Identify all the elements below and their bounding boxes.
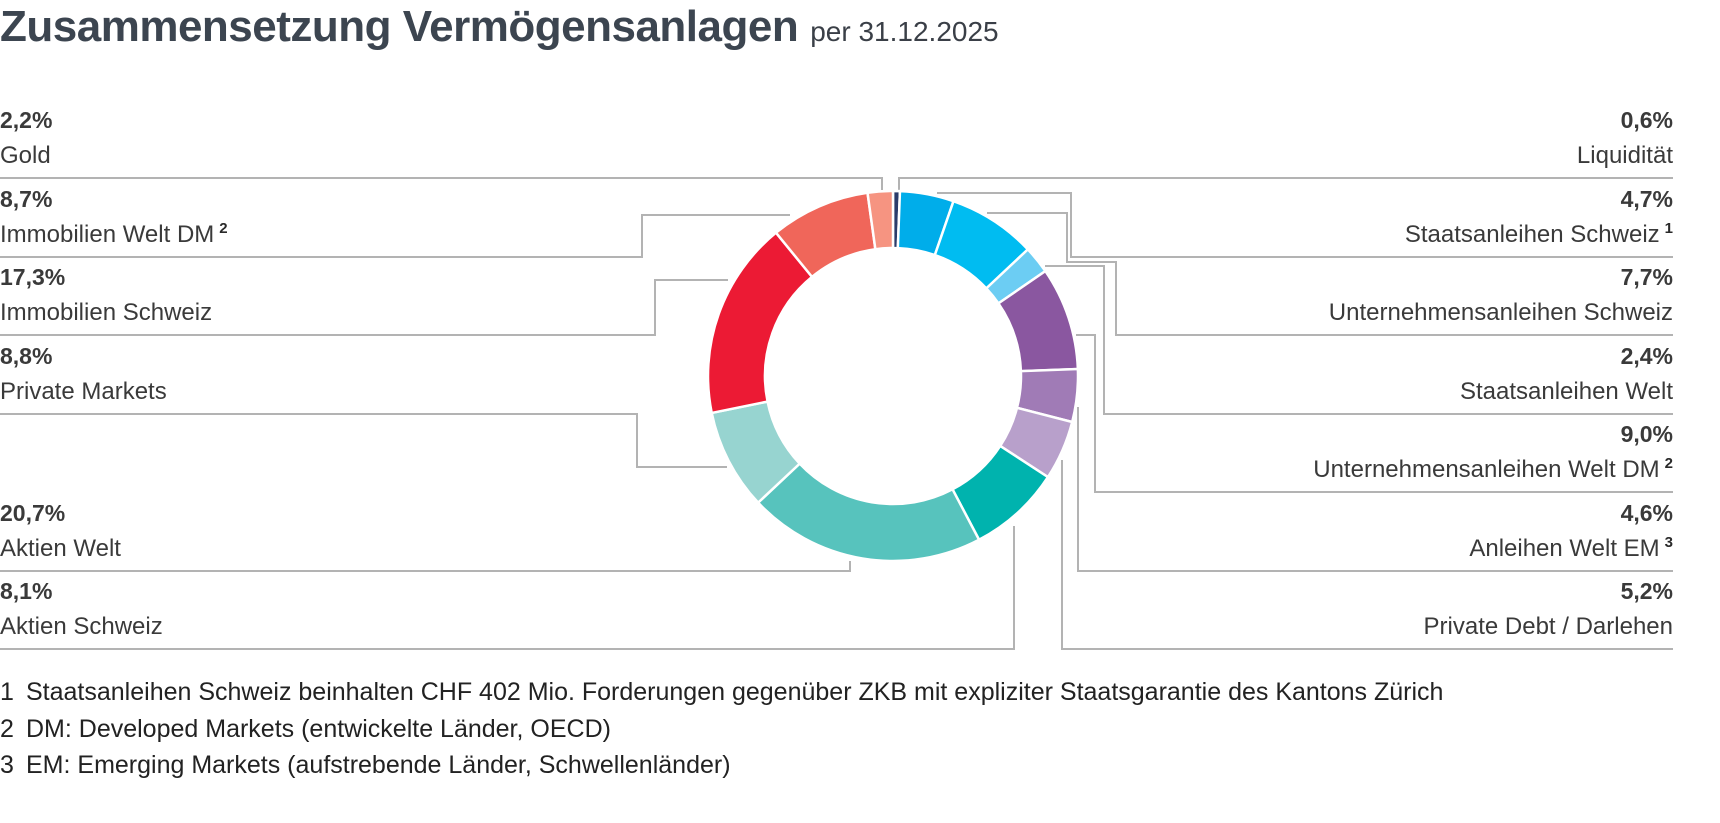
slice-label-text: Gold [0, 142, 51, 169]
connector-line-unternehmensanleihen-schweiz [987, 212, 1673, 336]
slice-value-unternehmensanleihen-welt-dm: 9,0% [1621, 421, 1673, 447]
slice-label-text: Unternehmensanleihen Welt DM [1313, 456, 1659, 483]
connector-line-immobilien-schweiz [0, 279, 728, 336]
slice-label-text: Private Markets [0, 378, 167, 405]
slice-value-unternehmensanleihen-schweiz: 7,7% [1621, 264, 1673, 290]
slice-value-aktien-schweiz: 8,1% [0, 578, 52, 604]
footnote-marker: 2 [219, 220, 227, 237]
slice-label-unternehmensanleihen-schweiz: Unternehmensanleihen Schweiz [1329, 299, 1673, 326]
slice-label-text: Staatsanleihen Schweiz [1405, 221, 1660, 248]
footnote-text: Staatsanleihen Schweiz beinhalten CHF 40… [26, 678, 1444, 706]
slice-label-immobilien-welt-dm: Immobilien Welt DM 2 [0, 220, 228, 248]
connector-line-staatsanleihen-welt [1045, 265, 1673, 415]
slice-value-immobilien-schweiz: 17,3% [0, 264, 65, 290]
connector-line-immobilien-welt-dm [0, 214, 790, 258]
footnote-marker: 2 [1665, 455, 1673, 472]
connector-line-aktien-welt [0, 561, 851, 572]
slice-label-aktien-schweiz: Aktien Schweiz [0, 613, 163, 640]
slice-label-text: Unternehmensanleihen Schweiz [1329, 299, 1673, 326]
slice-value-gold: 2,2% [0, 107, 52, 133]
slice-label-text: Immobilien Schweiz [0, 299, 212, 326]
slice-value-liquiditaet: 0,6% [1621, 107, 1673, 133]
slice-label-text: Immobilien Welt DM [0, 221, 214, 248]
slice-gold [866, 189, 895, 251]
slice-label-text: Anleihen Welt EM [1469, 535, 1659, 562]
footnote-2: 2 DM: Developed Markets (entwickelte Länd… [0, 711, 1443, 748]
connector-line-gold [0, 177, 883, 190]
slice-immobilien-schweiz [706, 230, 814, 415]
footnote-text: DM: Developed Markets (entwickelte Lände… [26, 714, 611, 743]
slice-label-private-debt-darlehen: Private Debt / Darlehen [1424, 613, 1673, 640]
slice-label-unternehmensanleihen-welt-dm: Unternehmensanleihen Welt DM 2 [1313, 455, 1673, 483]
slice-label-private-markets: Private Markets [0, 378, 167, 405]
connector-line-private-markets [0, 413, 727, 468]
slice-label-liquiditaet: Liquidität [1577, 142, 1673, 169]
slice-label-text: Staatsanleihen Welt [1460, 378, 1673, 405]
slice-value-anleihen-welt-em: 4,6% [1621, 500, 1673, 526]
footnote-number: 2 [0, 714, 14, 743]
title-date: per 31.12.2025 [810, 16, 999, 47]
slice-label-aktien-welt: Aktien Welt [0, 535, 121, 562]
footnotes: 1 Staatsanleihen Schweiz beinhalten CHF 4… [0, 674, 1443, 784]
connector-line-liquiditaet [898, 177, 1673, 190]
slice-value-private-markets: 8,8% [0, 343, 52, 369]
connector-line-aktien-schweiz [0, 526, 1015, 650]
slice-label-anleihen-welt-em: Anleihen Welt EM 3 [1469, 534, 1673, 562]
footnote-marker: 3 [1665, 534, 1673, 551]
slice-value-staatsanleihen-welt: 2,4% [1621, 343, 1673, 369]
connector-lines [0, 177, 1673, 650]
slice-label-text: Aktien Welt [0, 535, 121, 562]
connector-line-staatsanleihen-schweiz [937, 192, 1673, 258]
slice-label-staatsanleihen-schweiz: Staatsanleihen Schweiz 1 [1405, 220, 1673, 248]
footnote-number: 3 [0, 751, 14, 779]
connector-line-anleihen-welt-em [1077, 407, 1673, 572]
title-main: Zusammensetzung Vermögensanlagen [0, 2, 799, 51]
slice-value-aktien-welt: 20,7% [0, 500, 65, 526]
connector-line-unternehmensanleihen-welt-dm [1076, 334, 1673, 493]
connector-line-private-debt-darlehen [1061, 460, 1673, 650]
slice-value-staatsanleihen-schweiz: 4,7% [1621, 186, 1673, 212]
slice-label-gold: Gold [0, 142, 51, 169]
slice-label-text: Liquidität [1577, 142, 1673, 169]
footnote-3: 3 EM: Emerging Markets (aufstrebende Länd… [0, 747, 1443, 784]
footnote-text: EM: Emerging Markets (aufstrebende Lände… [26, 751, 731, 779]
donut-slices [706, 189, 1080, 563]
footnote-1: 1 Staatsanleihen Schweiz beinhalten CHF 4… [0, 674, 1443, 711]
slice-label-staatsanleihen-welt: Staatsanleihen Welt [1460, 378, 1673, 405]
slice-label-immobilien-schweiz: Immobilien Schweiz [0, 299, 212, 326]
slice-label-text: Private Debt / Darlehen [1424, 613, 1673, 640]
slice-value-private-debt-darlehen: 5,2% [1621, 578, 1673, 604]
footnote-number: 1 [0, 678, 14, 706]
footnote-marker: 1 [1665, 220, 1673, 237]
slice-label-text: Aktien Schweiz [0, 613, 163, 640]
slice-aktien-welt [756, 461, 981, 563]
chart-title: Zusammensetzung Vermögensanlagen per 31.1… [0, 2, 999, 52]
slice-value-immobilien-welt-dm: 8,7% [0, 186, 52, 212]
slice-labels: 2,2% Gold 8,7% Immobilien Welt DM 2 17,3% Immo… [0, 107, 1673, 640]
